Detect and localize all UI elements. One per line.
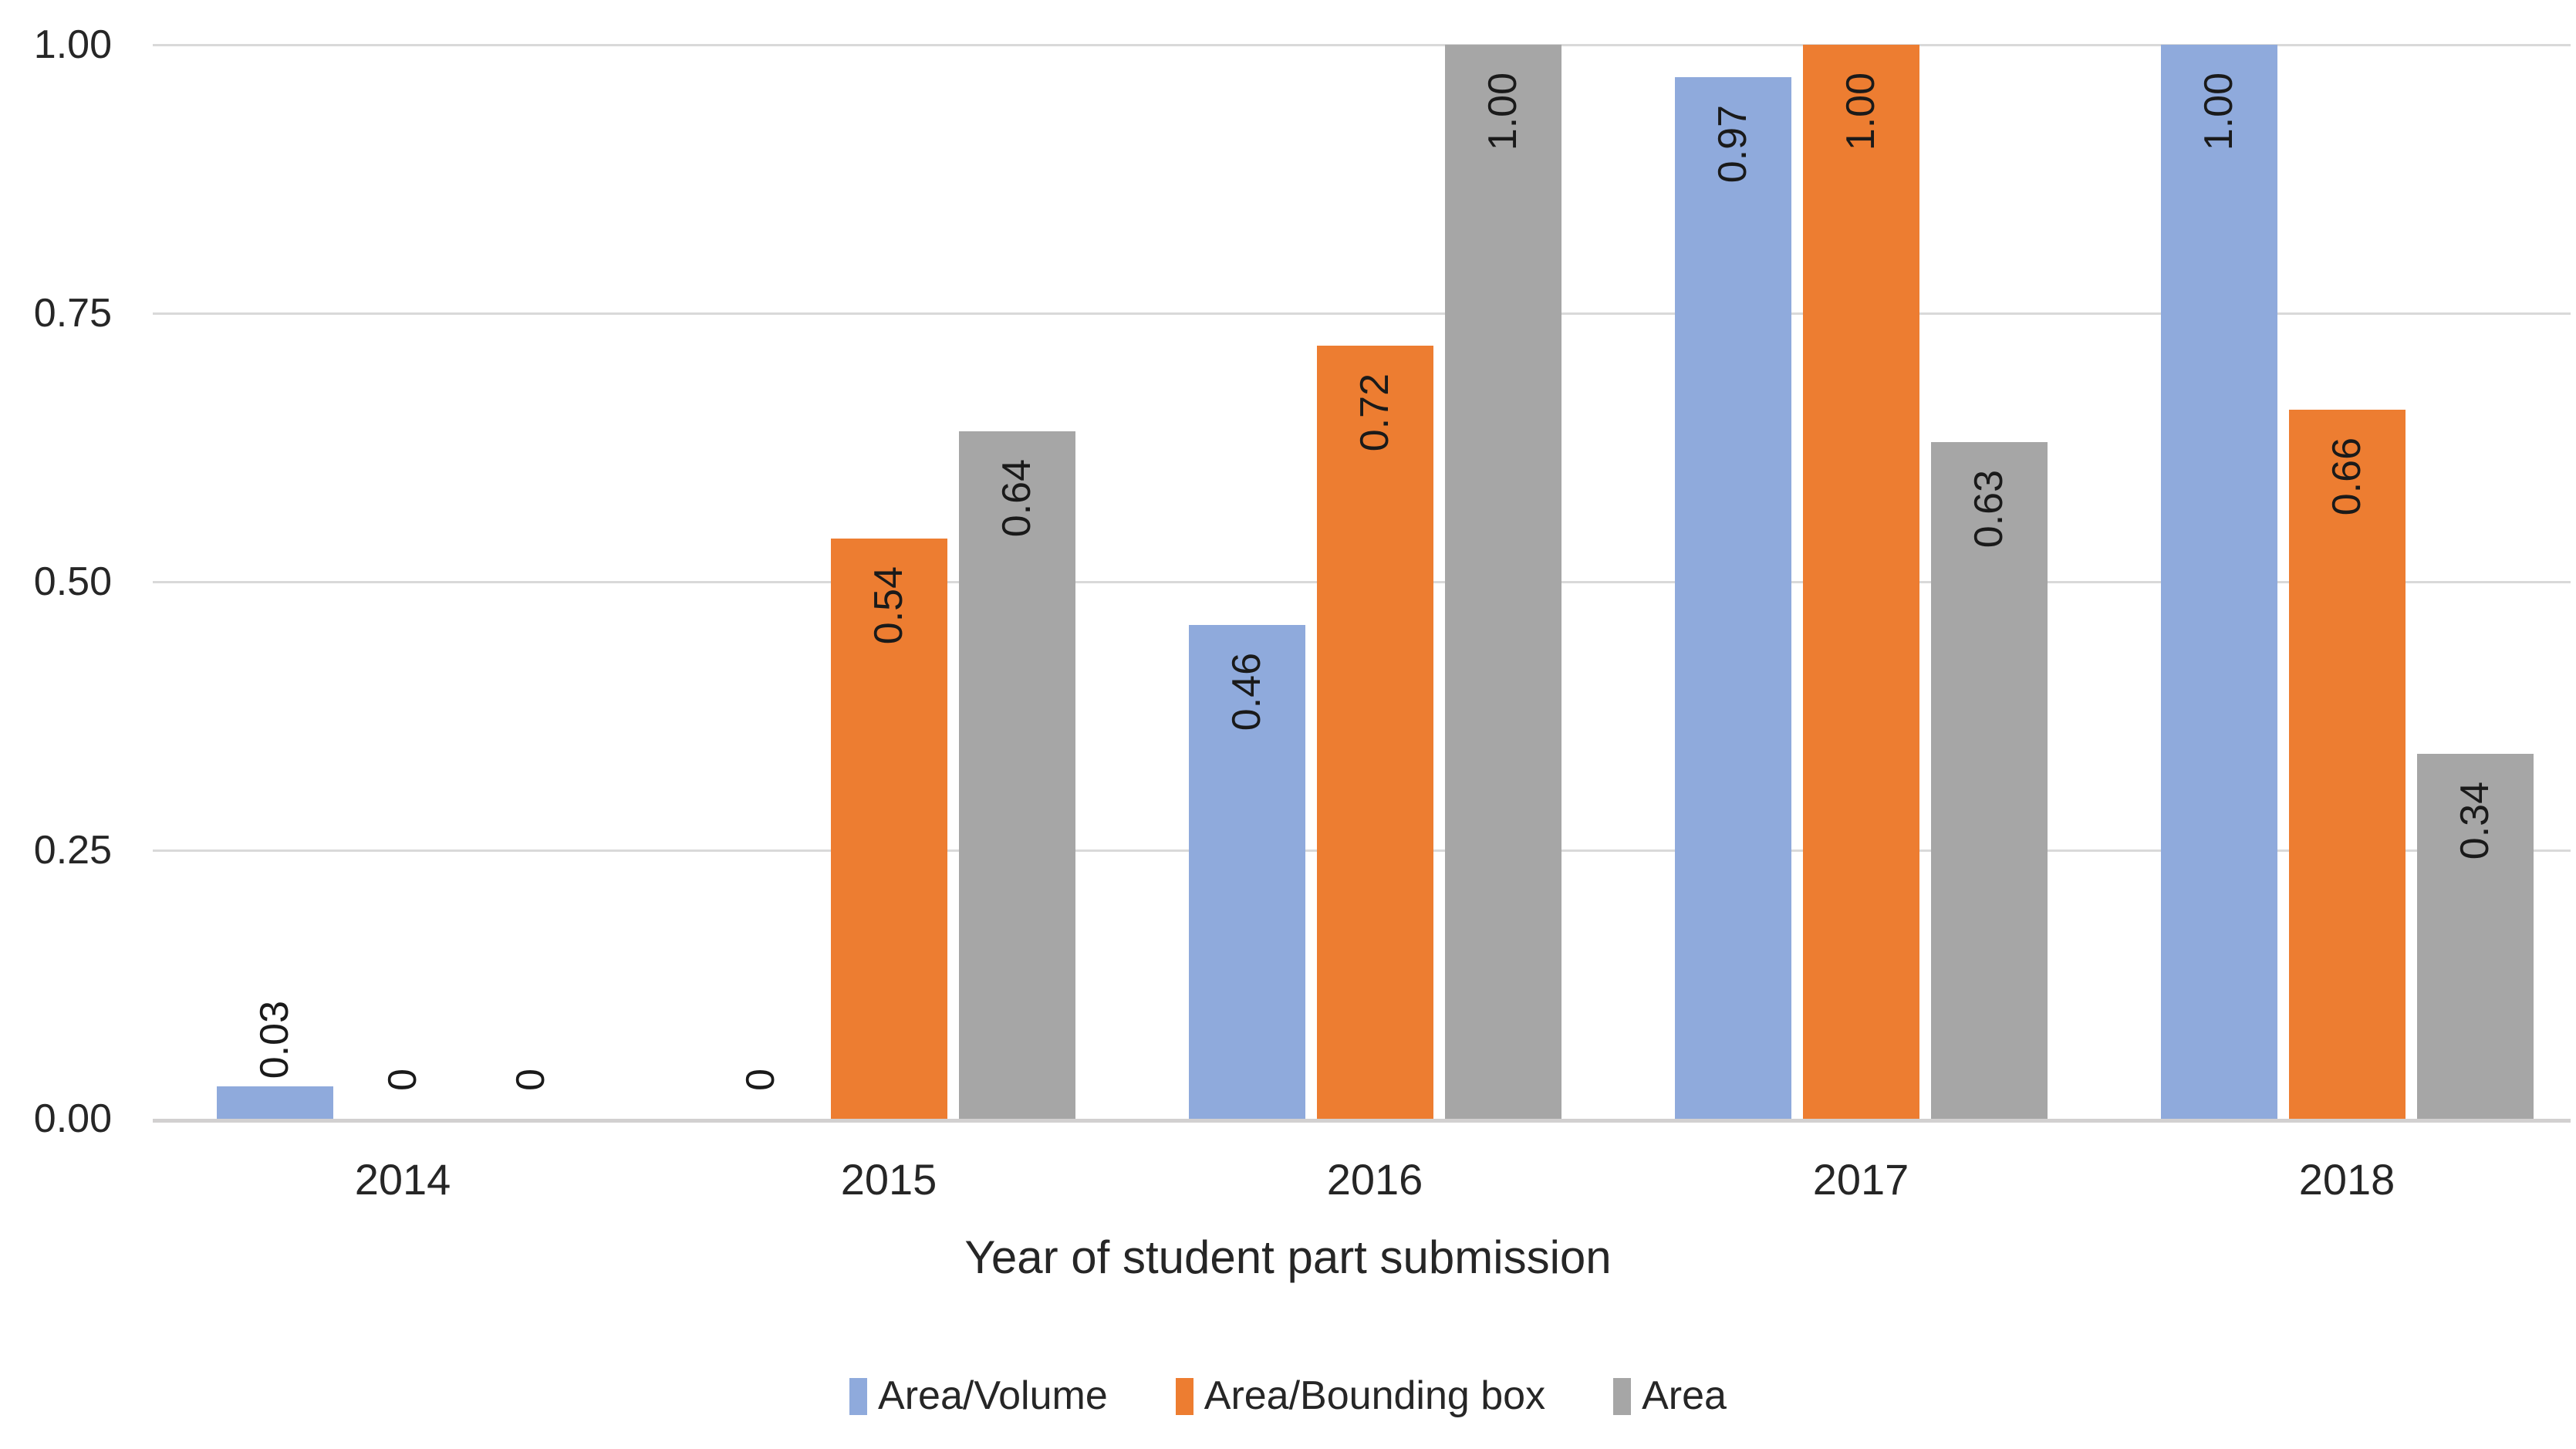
- bar-value-label-box: 0.03: [217, 1001, 333, 1079]
- bar-value-label-box: 1.00: [1445, 73, 1561, 150]
- bar-area-2016: [1444, 45, 1561, 1119]
- legend-swatch: [1613, 1378, 1632, 1415]
- y-tick-label: 0.25: [33, 828, 112, 873]
- x-tick-label: 2017: [1812, 1155, 1909, 1204]
- bar-area-2015: [958, 431, 1075, 1119]
- bar-area-bounding-box-2017: [1802, 45, 1919, 1119]
- bar-value-label-box: 0.66: [2289, 437, 2406, 515]
- bar-value-label-box: 0: [703, 1069, 819, 1091]
- bar-value-label: 1.00: [2196, 73, 2241, 151]
- bar-area-volume-2016: [1188, 625, 1305, 1119]
- bar-value-label: 0.03: [252, 1001, 297, 1079]
- bar-value-label: 1.00: [1838, 73, 1883, 151]
- bar-value-label-box: 1.00: [2161, 73, 2277, 150]
- legend-swatch: [849, 1378, 868, 1415]
- legend-item: Area/Bounding box: [1175, 1373, 1546, 1419]
- bar-value-label: 1.00: [1480, 73, 1525, 151]
- x-axis-baseline: [153, 1119, 2571, 1123]
- x-tick-label: 2015: [840, 1155, 937, 1204]
- bar-value-label: 0.97: [1710, 105, 1755, 184]
- bar-value-label-box: 0.34: [2417, 782, 2534, 860]
- bar-value-label-box: 0.54: [831, 566, 947, 644]
- x-tick-label: 2016: [1326, 1155, 1423, 1204]
- bar-value-label: 0.46: [1224, 653, 1269, 731]
- bar-value-label: 0.34: [2453, 782, 2497, 860]
- bar-area-2018: [2416, 754, 2534, 1119]
- bar-value-label: 0: [508, 1069, 553, 1091]
- bar-value-label-box: 0.64: [959, 459, 1075, 537]
- y-tick-label: 0.50: [33, 559, 112, 604]
- bar-area-2017: [1930, 442, 2048, 1119]
- legend-item: Area/Volume: [849, 1374, 1108, 1418]
- bar-area-bounding-box-2016: [1316, 346, 1433, 1119]
- bar-area-bounding-box-2015: [830, 539, 947, 1119]
- x-tick-label: 2018: [2298, 1155, 2395, 1204]
- bar-value-label-box: 0.46: [1189, 653, 1305, 731]
- legend-swatch: [1175, 1378, 1193, 1415]
- bar-area-volume-2018: [2160, 45, 2277, 1119]
- bar-value-label: 0.66: [2324, 437, 2369, 516]
- legend: Area/Volume Area/Bounding box Area: [0, 1372, 2576, 1421]
- bar-value-label-box: 0: [345, 1069, 461, 1091]
- plot-area: 0.00 0.25 0.50 0.75 1.00 0.03 0 0.46 0.97 1.00 0 0.…: [33, 22, 2571, 1204]
- bar-value-label: 0.64: [994, 459, 1039, 538]
- bar-value-label-box: 0.63: [1931, 470, 2048, 548]
- bar-area-volume-2014: [216, 1086, 333, 1119]
- legend-item-label: Area/Volume: [878, 1373, 1108, 1419]
- x-axis-title: Year of student part submission: [964, 1231, 1612, 1283]
- gridline: [153, 312, 2571, 315]
- legend-item: Area: [1613, 1374, 1727, 1418]
- bar-value-label-box: 0: [473, 1069, 589, 1091]
- x-tick-label: 2014: [354, 1155, 451, 1204]
- bar-value-label-box: 0.97: [1675, 105, 1791, 183]
- bar-value-label: 0.72: [1352, 373, 1397, 452]
- bar-value-label-box: 0.72: [1317, 373, 1433, 451]
- y-tick-label: 0.75: [33, 291, 112, 336]
- bar-area-volume-2017: [1674, 77, 1791, 1119]
- gridline: [153, 44, 2571, 46]
- bar-area-bounding-box-2018: [2288, 410, 2406, 1119]
- legend-item-label: Area/Bounding box: [1204, 1373, 1546, 1419]
- bar-value-label: 0: [380, 1069, 425, 1091]
- bar-value-label-box: 1.00: [1803, 73, 1919, 150]
- bar-value-label: 0.63: [1967, 470, 2011, 549]
- bar-value-label: 0: [738, 1069, 783, 1091]
- y-tick-label: 1.00: [33, 22, 112, 67]
- bar-value-label: 0.54: [866, 566, 911, 645]
- legend-item-label: Area: [1642, 1373, 1727, 1419]
- y-tick-label: 0.00: [33, 1096, 112, 1141]
